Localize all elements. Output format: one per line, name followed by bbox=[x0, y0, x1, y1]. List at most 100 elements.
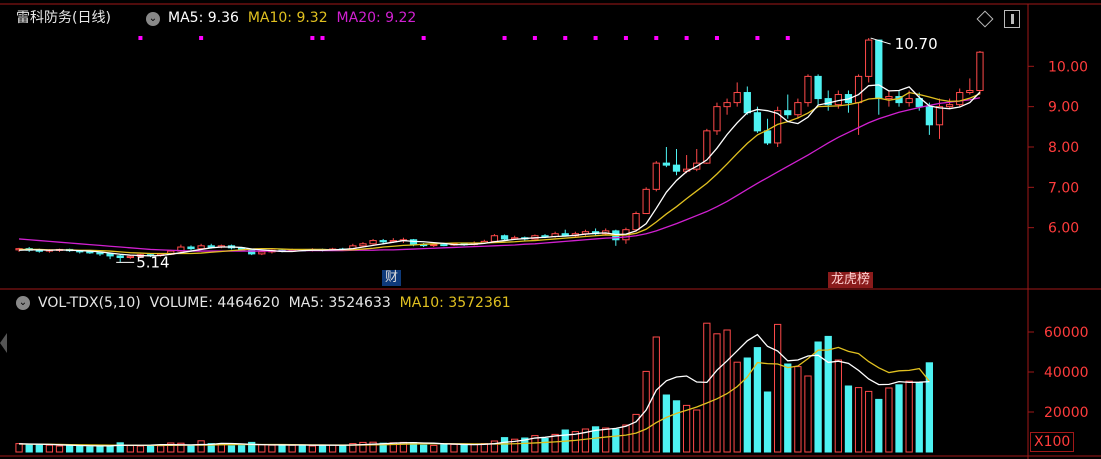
volume-bar bbox=[743, 357, 751, 453]
volume-bar bbox=[65, 445, 74, 453]
volume-bar bbox=[612, 428, 620, 453]
price-ytick-label: 6.00 bbox=[1048, 221, 1079, 237]
candle bbox=[672, 164, 681, 172]
volume-bar bbox=[834, 359, 842, 453]
volume-bar bbox=[248, 441, 256, 453]
volume-bar bbox=[116, 442, 124, 453]
candle bbox=[814, 75, 822, 100]
vol-indicator-name[interactable]: VOL-TDX(5,10) bbox=[38, 295, 141, 311]
event-marker bbox=[138, 36, 143, 40]
low-price-label: 5.14 bbox=[136, 253, 169, 271]
vol-ma10-value: MA10: 3572361 bbox=[399, 295, 511, 311]
price-ytick-label: 7.00 bbox=[1048, 180, 1079, 196]
volume-bar bbox=[490, 440, 499, 453]
event-marker bbox=[421, 36, 426, 40]
volume-bar bbox=[753, 347, 762, 453]
candle bbox=[834, 94, 842, 106]
candle bbox=[126, 255, 134, 259]
candle bbox=[733, 92, 741, 104]
candle bbox=[440, 244, 448, 247]
volume-bar bbox=[774, 323, 782, 453]
volume-bar bbox=[76, 445, 84, 453]
volume-bar bbox=[207, 443, 215, 453]
volume-bar bbox=[136, 445, 145, 453]
financial-report-tag[interactable]: 财 bbox=[382, 270, 402, 286]
candle bbox=[197, 245, 205, 250]
candle bbox=[804, 75, 812, 104]
volume-bar bbox=[915, 382, 923, 453]
candle bbox=[753, 112, 762, 132]
stock-title[interactable]: 雷科防务(日线) bbox=[16, 10, 111, 26]
volume-bar bbox=[126, 445, 134, 453]
volume-header: VOL-TDX(5,10) VOLUME: 4464620 MA5: 35246… bbox=[38, 294, 511, 312]
volume-bar bbox=[258, 444, 266, 453]
volume-bar bbox=[500, 437, 509, 453]
volume-bar bbox=[824, 335, 832, 453]
volume-bar bbox=[359, 441, 367, 453]
volume-bar bbox=[784, 363, 792, 453]
scroll-left-icon[interactable] bbox=[0, 333, 7, 353]
candle bbox=[976, 51, 984, 92]
candle bbox=[713, 106, 721, 132]
volume-bar bbox=[723, 329, 731, 453]
candle bbox=[652, 162, 660, 190]
chevron-down-icon[interactable]: ⌄ bbox=[146, 12, 160, 26]
volume-bar bbox=[642, 370, 650, 453]
event-marker bbox=[502, 36, 507, 40]
event-marker bbox=[684, 36, 689, 40]
price-ytick-label: 9.00 bbox=[1048, 100, 1079, 116]
longhu-list-tag[interactable]: 龙虎榜 bbox=[828, 272, 874, 288]
volume-ytick-label: 20000 bbox=[1044, 405, 1089, 421]
event-marker bbox=[199, 36, 204, 40]
chevron-down-icon[interactable]: ⌄ bbox=[16, 296, 30, 310]
candle bbox=[86, 251, 94, 254]
volume-bar bbox=[187, 444, 195, 453]
candle bbox=[632, 213, 640, 231]
candle bbox=[935, 106, 944, 126]
event-marker bbox=[623, 36, 628, 40]
volume-bar bbox=[298, 445, 306, 453]
volume-bar bbox=[794, 366, 802, 453]
candle bbox=[369, 240, 377, 245]
ma20-line bbox=[19, 97, 981, 252]
volume-bar bbox=[470, 443, 478, 453]
candle bbox=[723, 102, 731, 108]
ma5-value: MA5: 9.36 bbox=[168, 10, 239, 26]
candle bbox=[116, 255, 124, 259]
volume-bar bbox=[804, 375, 812, 453]
volume-bar bbox=[693, 409, 701, 453]
volume-bar bbox=[875, 398, 883, 453]
volume-bar bbox=[227, 445, 236, 453]
volume-bar bbox=[308, 445, 317, 453]
event-marker bbox=[563, 36, 568, 40]
volume-bar bbox=[420, 444, 428, 453]
candle bbox=[905, 98, 913, 104]
price-ytick-label: 8.00 bbox=[1048, 140, 1079, 156]
candle bbox=[662, 162, 671, 166]
event-marker bbox=[320, 36, 325, 40]
candle bbox=[925, 106, 934, 126]
panel-toggle-icon[interactable] bbox=[1004, 10, 1020, 28]
volume-bar bbox=[905, 380, 913, 453]
candle bbox=[187, 246, 195, 250]
candle bbox=[915, 98, 923, 108]
ma10-value: MA10: 9.32 bbox=[247, 10, 328, 26]
volume-multiplier: X100 bbox=[1030, 432, 1075, 452]
volume-bar bbox=[662, 394, 671, 453]
candle bbox=[500, 235, 509, 240]
volume-bar bbox=[167, 442, 175, 453]
volume-ma10-line bbox=[19, 346, 930, 447]
volume-bar bbox=[86, 446, 94, 453]
volume-bar bbox=[430, 444, 438, 453]
high-arrow bbox=[870, 37, 891, 45]
volume-bar bbox=[814, 341, 822, 453]
candle bbox=[642, 188, 650, 215]
volume-bar bbox=[713, 333, 721, 453]
volume-bar bbox=[531, 435, 539, 453]
ma5-line bbox=[19, 84, 981, 257]
volume-bar bbox=[703, 322, 711, 453]
volume-bar bbox=[318, 445, 327, 453]
volume-bar bbox=[217, 444, 225, 453]
volume-bar bbox=[460, 443, 468, 453]
